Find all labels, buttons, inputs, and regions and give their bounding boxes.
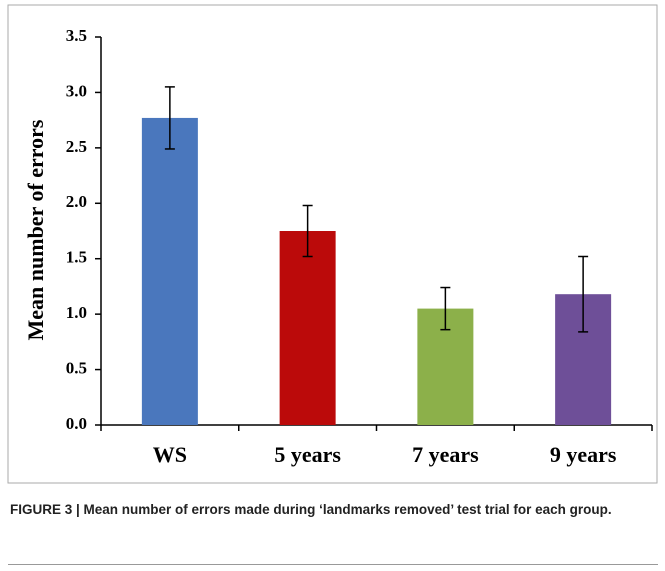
frame xyxy=(7,4,658,484)
error-bar xyxy=(164,86,175,150)
caption: FIGURE 3 | Mean number of errors made du… xyxy=(10,502,612,517)
y-tick-label: 3.0 xyxy=(66,81,87,100)
x-tick-label: 9 years xyxy=(550,442,617,467)
x-tick-label: WS xyxy=(153,442,187,467)
y-axis-label: Mean number of errors xyxy=(23,119,48,340)
error-bar xyxy=(440,286,451,331)
x-tick-label: 7 years xyxy=(412,442,479,467)
y-tick-label: 1.5 xyxy=(66,248,87,267)
caption-rule xyxy=(8,564,658,565)
error-bar xyxy=(302,204,313,258)
y-tick-label: 0.0 xyxy=(66,414,87,433)
error-bar xyxy=(578,255,589,333)
y-tick-label: 2.0 xyxy=(66,192,87,211)
x-tick-label: 5 years xyxy=(274,442,341,467)
bar xyxy=(279,231,336,425)
y-tick-label: 1.0 xyxy=(66,303,87,322)
y-tick-label: 3.5 xyxy=(66,26,87,45)
y-tick-label: 0.5 xyxy=(66,358,87,377)
y-tick-label: 2.5 xyxy=(66,137,87,156)
chart: Mean number of errors 0.0 0.5 1.0 1.5 2.0 2.5… xyxy=(7,4,658,484)
bar xyxy=(141,117,198,425)
